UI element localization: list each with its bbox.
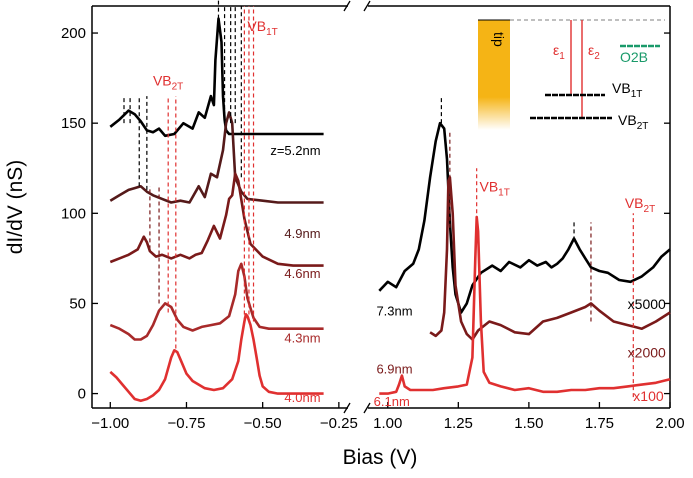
- marker-lines: [123, 0, 634, 398]
- annotation-label: VB2T: [625, 195, 655, 215]
- x-tick-label: 1.75: [585, 415, 614, 432]
- annotation-sub: 2T: [644, 204, 656, 215]
- axes-frame: [91, 0, 671, 414]
- inset-label: VB2T: [618, 112, 648, 132]
- inset-label-main: VB: [618, 112, 637, 128]
- annotation-main: x2000: [628, 345, 666, 361]
- series-label: 4.6nm: [284, 266, 320, 281]
- axis-break-mark: [343, 402, 351, 414]
- y-axis-label: dI/dV (nS): [4, 160, 27, 255]
- inset-label-sub: 1T: [631, 89, 643, 100]
- x-tick-label: −0.25: [320, 415, 358, 432]
- series-line-4.6nm: [109, 172, 324, 267]
- axis-break-mark: [363, 0, 371, 12]
- series-line-6.9nm: [429, 176, 671, 341]
- annotation-main: x100: [633, 388, 664, 404]
- annotation-main: VB: [479, 179, 498, 195]
- series-line-4.3nm: [109, 262, 324, 341]
- annotation-label: VB2T: [153, 72, 183, 92]
- series-line-z=5.2nm: [109, 17, 324, 138]
- inset-label-main: ε: [588, 42, 594, 58]
- series-label: 4.9nm: [284, 226, 320, 241]
- inset-label-sub: 2: [594, 51, 600, 62]
- annotation-label: VB1T: [247, 18, 277, 38]
- series-line-4.9nm: [109, 111, 324, 204]
- annotation-label: x2000: [628, 345, 666, 361]
- x-axis-label: Bias (V): [343, 446, 418, 469]
- series-label: 6.9nm: [376, 361, 412, 376]
- series-label: 7.3nm: [376, 304, 412, 319]
- text-labels: 0 50 100 150 200 dI/dV (nS) Bias (V) −1.00 −0.75…: [4, 18, 685, 469]
- x-tick-label: 1.50: [514, 415, 543, 432]
- inset-label-main: ε: [553, 42, 559, 58]
- annotation-label: x100: [633, 388, 664, 404]
- series-line-4.0nm: [109, 312, 324, 403]
- x-tick-label: 1.25: [444, 415, 473, 432]
- y-tick-label: 150: [61, 115, 86, 132]
- y-tick-label: 0: [78, 386, 86, 403]
- inset-label-main: O2B: [620, 49, 648, 65]
- x-tick-label: −1.00: [91, 415, 129, 432]
- annotation-label: x5000: [628, 296, 666, 312]
- series-layer: [109, 17, 671, 403]
- y-tick-label: 200: [61, 25, 86, 42]
- annotation-main: VB: [153, 72, 172, 88]
- inset-label: O2B: [620, 49, 648, 65]
- x-tick-label: 2.00: [655, 415, 684, 432]
- annotation-main: x5000: [628, 296, 666, 312]
- annotation-main: VB: [625, 195, 644, 211]
- axis-break-mark: [343, 0, 351, 12]
- y-tick-label: 50: [69, 295, 86, 312]
- inset-label-sub: 2T: [637, 121, 649, 132]
- annotation-sub: 2T: [172, 81, 184, 92]
- inset-label: ε1: [553, 42, 565, 62]
- inset-label-sub: 1: [559, 51, 565, 62]
- tip-bar: [478, 20, 510, 130]
- x-tick-label: 1.00: [373, 415, 402, 432]
- y-tick-label: 100: [61, 205, 86, 222]
- tip-label: tip: [491, 32, 507, 47]
- inset-label: ε2: [588, 42, 600, 62]
- x-tick-label: −0.75: [167, 415, 205, 432]
- series-label: 4.3nm: [284, 331, 320, 346]
- annotation-sub: 1T: [266, 27, 278, 38]
- series-label: 4.0nm: [284, 390, 320, 405]
- annotation-main: VB: [247, 18, 266, 34]
- annotation-label: VB1T: [479, 179, 509, 199]
- series-label: 6.1nm: [374, 394, 410, 409]
- inset-label: VB1T: [612, 80, 642, 100]
- inset-label-main: VB: [612, 80, 631, 96]
- axis-break-mark: [363, 402, 371, 414]
- annotation-sub: 1T: [498, 188, 510, 199]
- series-line-6.1nm: [379, 215, 671, 395]
- x-tick-label: −0.50: [244, 415, 282, 432]
- series-line-7.3nm: [378, 121, 671, 314]
- series-label: z=5.2nm: [270, 143, 320, 158]
